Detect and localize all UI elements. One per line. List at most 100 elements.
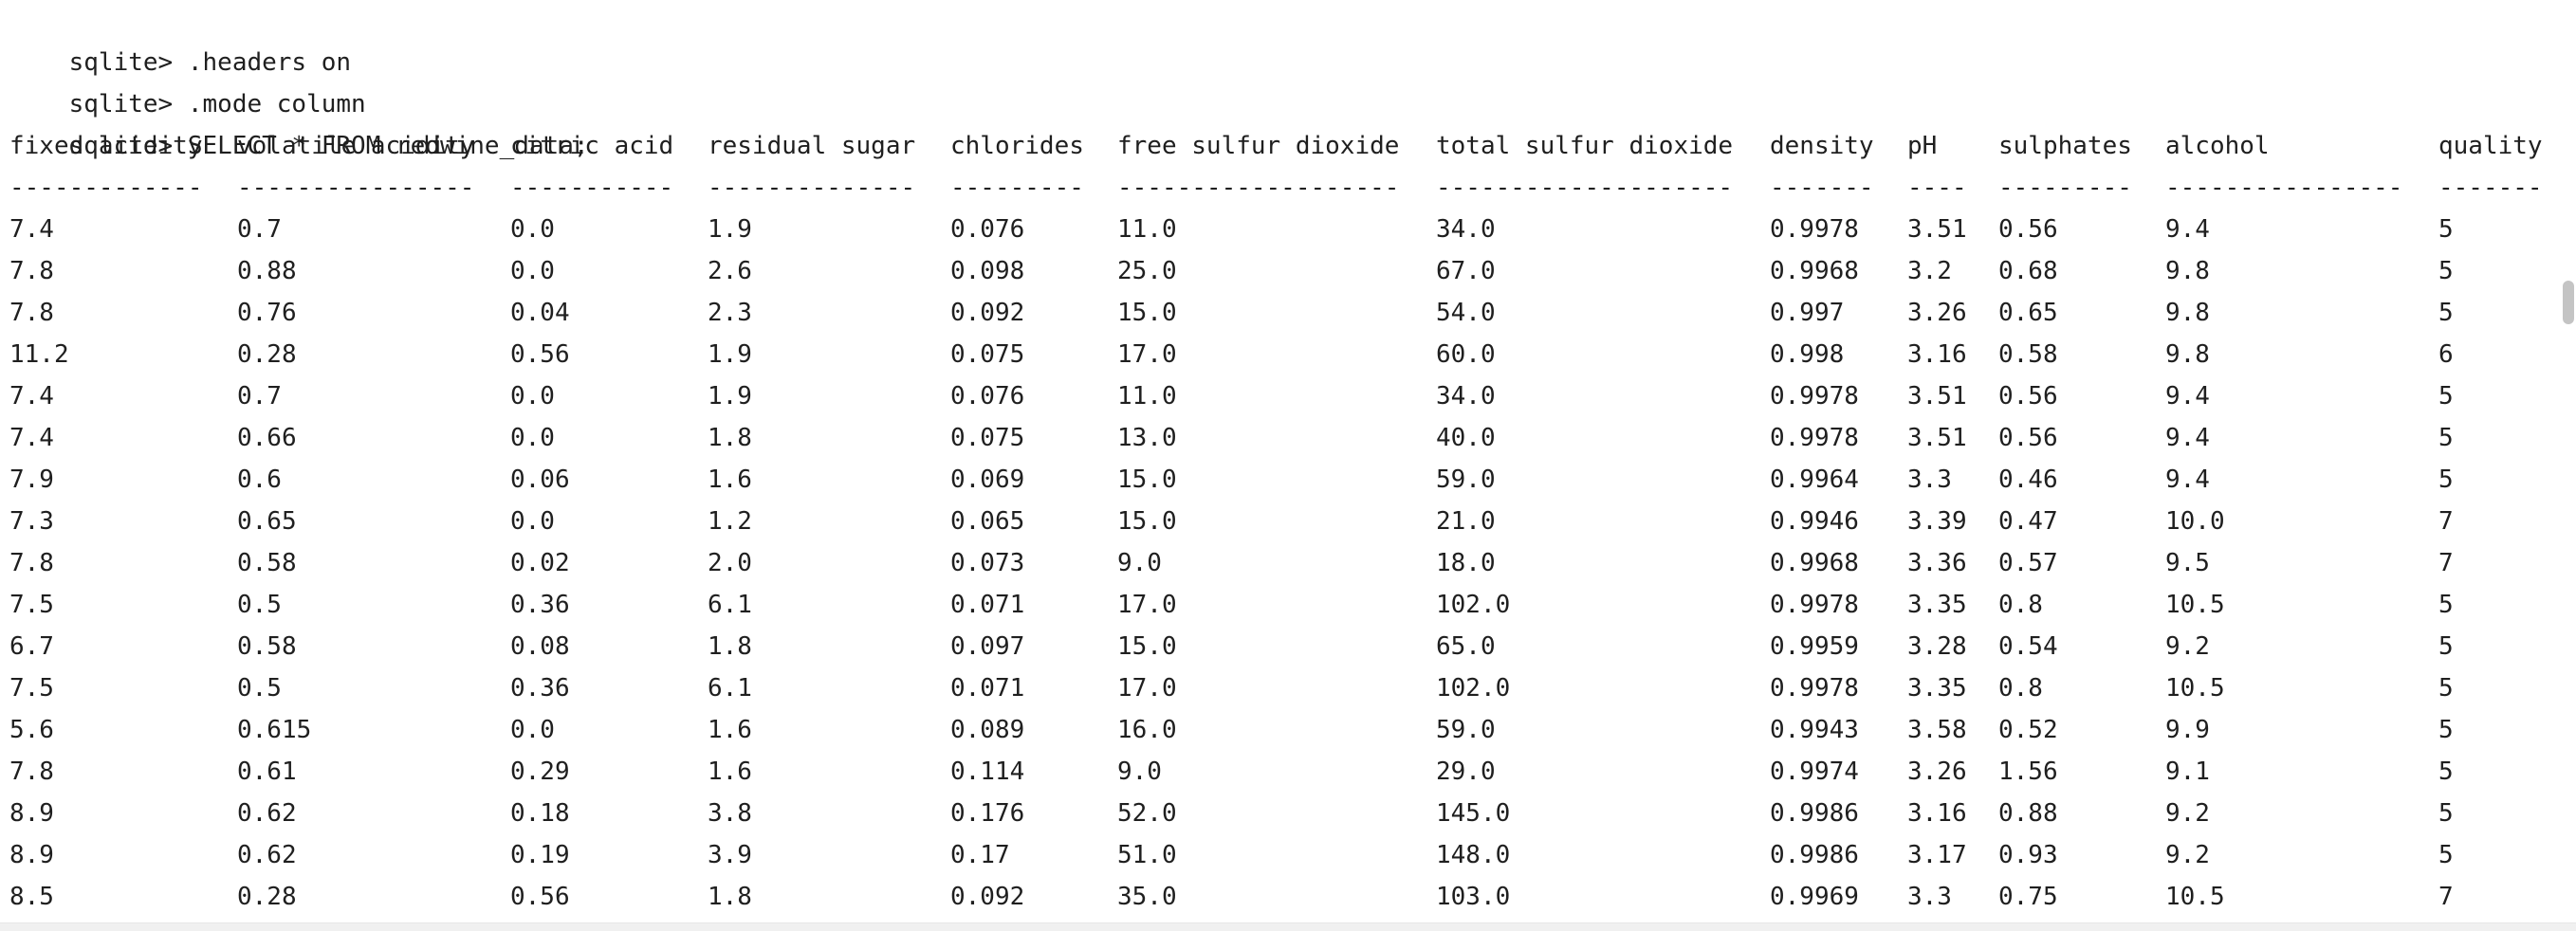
table-cell: 7.8 [9,549,54,577]
column-separator: ----------- [510,173,674,202]
table-cell: 0.62 [237,841,297,869]
table-cell: 0.56 [1998,424,2058,452]
table-cell: 1.8 [708,883,752,911]
table-cell: 0.04 [510,299,570,327]
table-cell: 5 [2438,758,2454,786]
table-row: 5.6 0.615 0.0 1.6 0.089 16.0 59.0 0.9943 3.58 0.5… [0,709,2561,751]
table-cell: 0.073 [950,549,1025,577]
table-cell: 148.0 [1436,841,1511,869]
table-cell: 0.19 [510,841,570,869]
table-cell: 0.076 [950,382,1025,411]
table-cell: 17.0 [1117,591,1177,619]
table-cell: 0.9964 [1770,466,1859,494]
table-cell: 0.9946 [1770,507,1859,536]
table-cell: 3.8 [708,799,752,828]
table-cell: 5.6 [9,716,54,744]
table-cell: 3.9 [708,841,752,869]
column-header: density [1770,132,1874,160]
table-cell: 15.0 [1117,632,1177,661]
table-cell: 0.071 [950,674,1025,703]
table-cell: 9.1 [2165,758,2210,786]
table-cell: 0.68 [1998,257,2058,285]
table-cell: 0.9959 [1770,632,1859,661]
table-cell: 59.0 [1436,466,1496,494]
table-cell: 9.2 [2165,841,2210,869]
table-cell: 7.5 [9,674,54,703]
table-row: 7.8 0.88 0.0 2.6 0.098 25.0 67.0 0.9968 3.2 0.68 9… [0,250,2561,292]
table-cell: 5 [2438,799,2454,828]
column-separator: -------------------- [1436,173,1734,202]
table-cell: 34.0 [1436,215,1496,244]
table-cell: 5 [2438,382,2454,411]
table-cell: 0.47 [1998,507,2058,536]
column-separator: ---------------- [237,173,475,202]
table-cell: 5 [2438,466,2454,494]
table-cell: 10.5 [2165,883,2225,911]
table-cell: 18.0 [1436,549,1496,577]
table-cell: 0.61 [237,758,297,786]
table-cell: 0.56 [1998,382,2058,411]
column-header: volatile acidity [237,132,475,160]
table-row: 7.5 0.5 0.36 6.1 0.071 17.0 102.0 0.9978 3.35 0.8… [0,584,2561,626]
table-cell: 5 [2438,716,2454,744]
table-header-row: fixed acidity volatile acidity citric ac… [0,125,2561,167]
table-cell: 5 [2438,841,2454,869]
table-row: 7.8 0.76 0.04 2.3 0.092 15.0 54.0 0.997 3.26 0.65… [0,292,2561,334]
table-cell: 7.9 [9,466,54,494]
table-cell: 2.6 [708,257,752,285]
table-cell: 29.0 [1436,758,1496,786]
column-header: free sulfur dioxide [1117,132,1400,160]
table-cell: 6.1 [708,674,752,703]
table-cell: 3.2 [1907,257,1952,285]
table-cell: 3.51 [1907,424,1967,452]
table-cell: 0.5 [237,591,282,619]
table-cell: 0.176 [950,799,1025,828]
table-cell: 1.8 [708,424,752,452]
table-cell: 10.5 [2165,591,2225,619]
table-cell: 0.52 [1998,716,2058,744]
table-cell: 0.58 [237,549,297,577]
table-cell: 0.58 [1998,340,2058,369]
table-cell: 0.88 [237,257,297,285]
table-cell: 15.0 [1117,466,1177,494]
table-cell: 10.0 [2165,507,2225,536]
table-cell: 5 [2438,632,2454,661]
table-cell: 0.9968 [1770,549,1859,577]
table-cell: 3.16 [1907,799,1967,828]
table-cell: 0.18 [510,799,570,828]
table-cell: 0.0 [510,507,555,536]
table-row: 7.8 0.61 0.29 1.6 0.114 9.0 29.0 0.9974 3.26 1.56… [0,751,2561,793]
table-cell: 0.62 [237,799,297,828]
table-cell: 6.7 [9,632,54,661]
sqlite-prompt: sqlite> [68,90,188,119]
table-cell: 0.29 [510,758,570,786]
table-cell: 9.8 [2165,340,2210,369]
table-cell: 3.3 [1907,466,1952,494]
table-cell: 6.1 [708,591,752,619]
table-cell: 0.092 [950,883,1025,911]
table-cell: 9.2 [2165,632,2210,661]
scrollbar-thumb[interactable] [2563,281,2574,324]
column-separator: ------- [2438,173,2543,202]
table-cell: 6 [2438,340,2454,369]
column-separator: ------- [1770,173,1874,202]
table-cell: 7 [2438,549,2454,577]
table-cell: 0.36 [510,591,570,619]
table-row: 7.5 0.5 0.36 6.1 0.071 17.0 102.0 0.9978 3.35 0.8… [0,667,2561,709]
vertical-scrollbar[interactable] [2561,0,2576,923]
table-cell: 54.0 [1436,299,1496,327]
table-cell: 0.76 [237,299,297,327]
table-cell: 40.0 [1436,424,1496,452]
table-cell: 1.6 [708,758,752,786]
table-cell: 0.9978 [1770,424,1859,452]
table-cell: 0.5 [237,674,282,703]
column-header: total sulfur dioxide [1436,132,1734,160]
command-line: sqlite> .headers on [0,0,2561,77]
table-cell: 0.46 [1998,466,2058,494]
table-cell: 9.0 [1117,549,1162,577]
table-cell: 0.65 [237,507,297,536]
horizontal-scrollbar[interactable] [0,922,2576,931]
table-cell: 11.0 [1117,382,1177,411]
table-cell: 1.8 [708,632,752,661]
